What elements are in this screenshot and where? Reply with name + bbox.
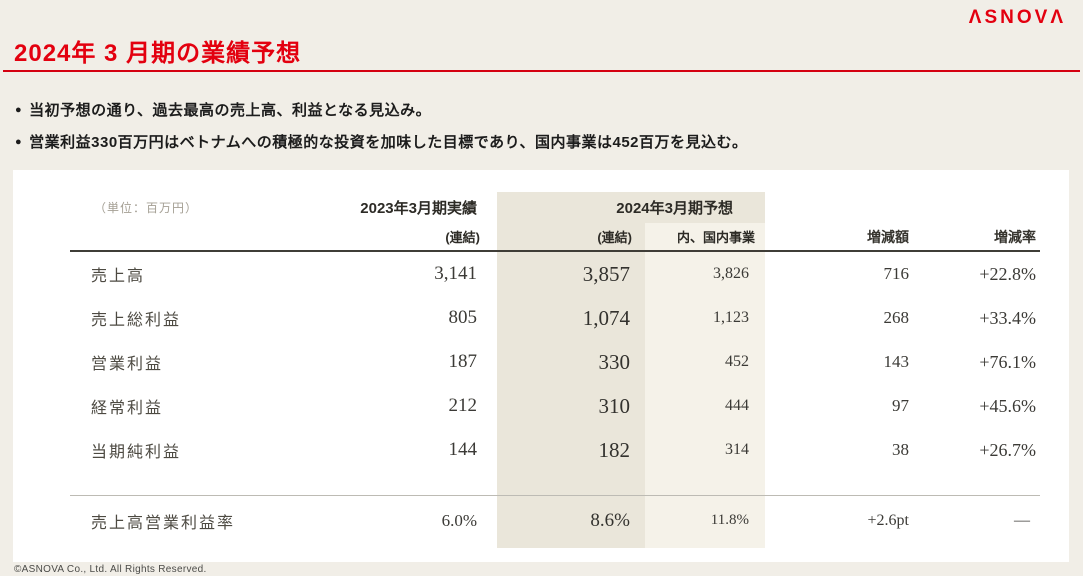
col-header-fy2023: 2023年3月期実績 <box>360 200 477 217</box>
change-amount-value: 716 <box>883 264 910 283</box>
fy2023-value: 212 <box>448 395 478 416</box>
col-subheader-fy2024-domestic: 内、国内事業 <box>676 230 755 245</box>
fy2024-value: 310 <box>598 393 631 418</box>
fy2023-value: 6.0% <box>441 510 477 530</box>
col-subheader-fy2024-consolidated: (連結) <box>597 230 632 245</box>
change-amount-value: 97 <box>892 396 909 415</box>
forecast-group-highlight <box>497 192 765 223</box>
change-rate-value: +33.4% <box>979 307 1036 328</box>
bullet-item: ● 営業利益330百万円はベトナムへの積極的な投資を加味した目標であり、国内事業は… <box>15 131 748 152</box>
fy2024-value: 182 <box>598 437 631 462</box>
domestic-value: 11.8% <box>710 512 749 528</box>
col-header-change-amount: 増減額 <box>867 228 909 245</box>
domestic-value: 314 <box>725 441 749 458</box>
bullet-text: 営業利益330百万円はベトナムへの積極的な投資を加味した目標であり、国内事業は4… <box>29 134 748 151</box>
fy2023-value: 187 <box>448 351 478 372</box>
table-row: 当期純利益 144 182 314 38 +26.7% <box>70 428 1040 472</box>
change-rate-value: +22.8% <box>979 263 1036 284</box>
forecast-table: （単位：百万円） 2023年3月期実績 2024年3月期予想 (連結) (連結)… <box>70 192 1040 545</box>
fy2024-value: 1,074 <box>582 305 630 330</box>
row-label: 経常利益 <box>91 400 164 417</box>
change-amount-value: +2.6pt <box>867 511 909 529</box>
change-rate-value: +26.7% <box>979 439 1036 460</box>
forecast-table-card: （単位：百万円） 2023年3月期実績 2024年3月期予想 (連結) (連結)… <box>13 170 1069 562</box>
bullet-item: ● 当初予想の通り、過去最高の売上高、利益となる見込み。 <box>15 99 431 120</box>
change-amount-value: 143 <box>883 352 910 371</box>
table-spacer-row <box>70 472 1040 495</box>
table-header-row-1: （単位：百万円） 2023年3月期実績 2024年3月期予想 <box>70 192 1040 223</box>
domestic-value: 3,826 <box>713 265 749 282</box>
change-rate-value: +45.6% <box>979 395 1036 416</box>
change-amount-value: 268 <box>883 308 910 327</box>
table-row: 売上総利益 805 1,074 1,123 268 +33.4% <box>70 296 1040 340</box>
col-header-fy2024-group: 2024年3月期予想 <box>616 200 733 217</box>
fy2024-value: 8.6% <box>590 509 630 531</box>
domestic-value: 1,123 <box>713 309 749 326</box>
asnova-logo: ΛSNOVΛ <box>968 7 1066 28</box>
table-header-row-2: (連結) (連結) 内、国内事業 増減額 増減率 <box>70 223 1040 252</box>
row-label: 売上高 <box>91 268 146 285</box>
table-row: 売上高 3,141 3,857 3,826 716 +22.8% <box>70 252 1040 296</box>
title-divider <box>3 70 1080 72</box>
domestic-column-highlight <box>645 223 765 548</box>
row-label: 営業利益 <box>91 356 164 373</box>
row-label: 当期純利益 <box>91 444 182 461</box>
consolidated-column-highlight <box>497 223 645 548</box>
unit-label: （単位：百万円） <box>94 201 199 215</box>
change-amount-value: 38 <box>892 440 909 459</box>
fy2024-value: 330 <box>598 349 631 374</box>
table-summary-row: 売上高営業利益率 6.0% 8.6% 11.8% +2.6pt — <box>70 495 1040 545</box>
domestic-value: 452 <box>725 353 749 370</box>
col-header-change-rate: 増減率 <box>994 228 1036 245</box>
table-row: 経常利益 212 310 444 97 +45.6% <box>70 384 1040 428</box>
fy2023-value: 144 <box>448 439 478 460</box>
col-subheader-fy2023-consolidated: (連結) <box>445 230 480 245</box>
fy2023-value: 3,141 <box>434 263 477 284</box>
change-rate-value: — <box>1014 511 1030 529</box>
slide-title: 2024年 3 月期の業績予想 <box>14 40 302 67</box>
row-label: 売上総利益 <box>91 312 182 329</box>
bullet-icon: ● <box>15 136 23 148</box>
table-row: 営業利益 187 330 452 143 +76.1% <box>70 340 1040 384</box>
fy2024-value: 3,857 <box>582 261 630 286</box>
bullet-icon: ● <box>15 104 23 116</box>
row-label: 売上高営業利益率 <box>91 514 236 532</box>
change-rate-value: +76.1% <box>979 351 1036 372</box>
copyright-text: ©ASNOVA Co., Ltd. All Rights Reserved. <box>14 564 207 575</box>
bullet-text: 当初予想の通り、過去最高の売上高、利益となる見込み。 <box>29 102 432 119</box>
domestic-value: 444 <box>725 397 749 414</box>
fy2023-value: 805 <box>448 307 478 328</box>
